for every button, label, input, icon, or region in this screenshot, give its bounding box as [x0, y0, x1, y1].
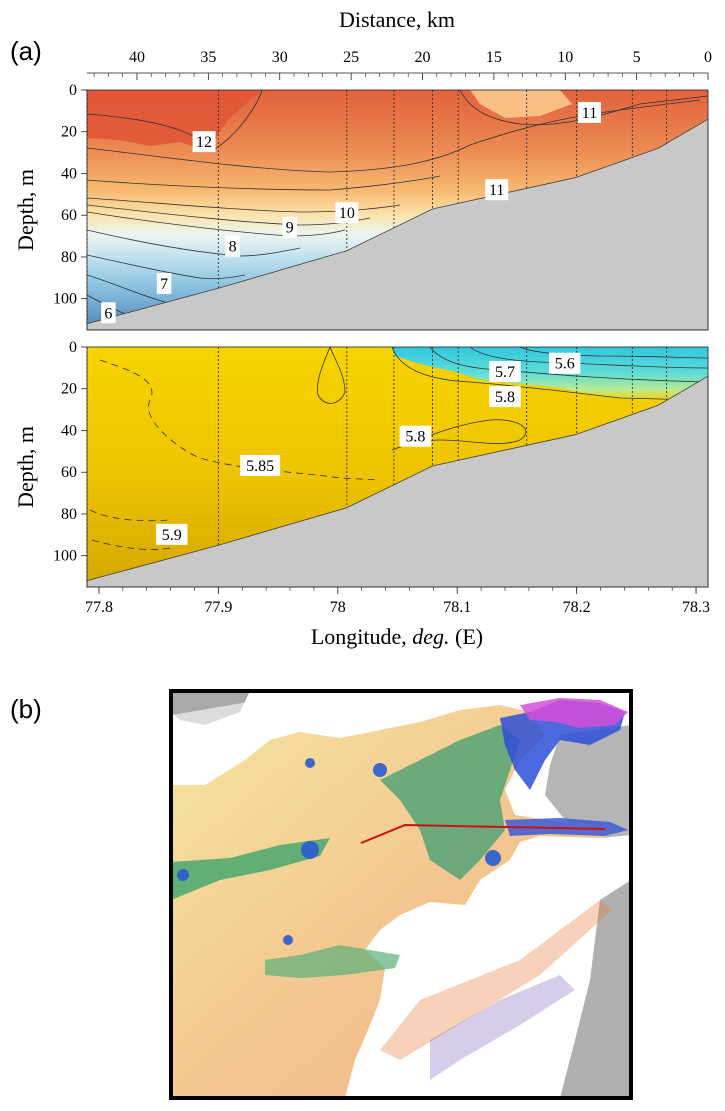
- distance-tick-label: 25: [343, 49, 359, 66]
- distance-tick-label: 5: [633, 49, 641, 66]
- temperature-contour-line: [87, 254, 246, 280]
- contour-label-box: [156, 523, 188, 545]
- contour-label-box: [578, 101, 602, 123]
- top-plot-frame: [86, 89, 709, 331]
- contour-label-box: [240, 454, 281, 476]
- contour-label-box: [548, 352, 581, 374]
- depth-tick-label: 40: [61, 165, 77, 182]
- panel-a-label: (a): [10, 36, 42, 66]
- contour-label: 9: [286, 220, 294, 237]
- contour-label-box: [399, 425, 432, 447]
- contour-label-box: [225, 235, 240, 257]
- depth-tick-label: 40: [61, 422, 77, 439]
- depth-ticks-bottom: 0 20 40 60 80 100: [53, 339, 87, 565]
- longitude-tick-label: 78.1: [443, 599, 471, 616]
- panel-b-label: (b): [10, 694, 42, 724]
- contour-label: 6: [104, 305, 112, 322]
- contour-label-box: [101, 302, 116, 324]
- salinity-section: 5.6 5.7 5.8 5.8 5.85 5.9: [86, 346, 709, 588]
- contour-label-box: [156, 273, 172, 295]
- depth-tick-label: 0: [69, 339, 77, 356]
- depth-tick-label: 60: [61, 207, 77, 224]
- longitude-ticks: 77.8 77.9 78 78.1 78.2 78.3: [85, 587, 710, 616]
- contour-label: 5.8: [495, 389, 515, 406]
- transect-line: [360, 823, 606, 844]
- contour-label: 5.7: [495, 364, 515, 381]
- contour-label: 8: [229, 239, 237, 256]
- longitude-tick-label: 78.2: [563, 599, 591, 616]
- depth-tick-label: 60: [61, 464, 77, 481]
- depth-tick-label: 0: [69, 82, 77, 99]
- salinity-contour-line: [391, 347, 701, 401]
- temperature-contour-labels: 12 11 11 10 9 8 7 6: [101, 101, 602, 324]
- temperature-contour-line: [87, 229, 301, 257]
- depth-tick-label: 100: [53, 548, 77, 565]
- station-lines-top: [86, 90, 668, 324]
- depth-tick-label: 20: [61, 124, 77, 141]
- temperature-contour-line: [87, 197, 401, 213]
- contour-label-box: [489, 386, 521, 408]
- longitude-tick-label: 78.3: [682, 599, 710, 616]
- distance-tick-label: 20: [414, 49, 430, 66]
- depth-tick-label: 100: [53, 291, 77, 308]
- contour-label: 11: [582, 105, 597, 122]
- contour-label: 5.6: [555, 356, 575, 373]
- temperature-contour-line: [87, 211, 346, 237]
- depth-tick-label: 80: [61, 249, 77, 266]
- contour-label-box: [335, 202, 359, 224]
- salinity-contour-line: [99, 359, 381, 481]
- satellite-frame: [169, 689, 633, 1100]
- distance-ticks: 40 35 30 25 20 15 10 5 0: [93, 49, 712, 80]
- longitude-tick-label: 78: [330, 599, 346, 616]
- bottom-plot-frame: [86, 346, 709, 588]
- longitude-tick-label: 77.8: [85, 599, 113, 616]
- depth-axis-title-bottom: Depth, m: [13, 426, 38, 508]
- contour-label-box: [282, 216, 297, 238]
- depth-axis-title-top: Depth, m: [13, 169, 38, 251]
- salinity-contour-line: [89, 509, 171, 522]
- warm-core-patch: [87, 90, 262, 152]
- depth-tick-label: 80: [61, 506, 77, 523]
- near-shore-cool-patch: [470, 90, 572, 118]
- satellite-image: [169, 689, 633, 1100]
- distance-tick-label: 30: [272, 49, 288, 66]
- distance-tick-label: 10: [557, 49, 573, 66]
- salinity-contour-line: [91, 539, 171, 550]
- temperature-contours: [87, 90, 708, 317]
- longitude-tick-label: 77.9: [204, 599, 232, 616]
- longitude-axis-title: Longitude, deg. (E): [311, 624, 483, 649]
- depth-tick-label: 20: [61, 381, 77, 398]
- temperature-contour-line: [87, 175, 441, 191]
- distance-tick-label: 35: [200, 49, 216, 66]
- temperature-contour-line: [87, 274, 166, 303]
- distance-axis-title: Distance, km: [339, 7, 455, 32]
- fresh-water-plume: [392, 347, 708, 404]
- salinity-contour-line: [317, 347, 346, 404]
- temperature-section: 12 11 11 10 9 8 7 6: [86, 89, 709, 331]
- distance-tick-label: 0: [704, 49, 712, 66]
- contour-label: 5.8: [405, 429, 425, 446]
- temperature-contour-line: [459, 90, 708, 126]
- contour-label: 5.85: [246, 458, 274, 475]
- contour-label: 10: [339, 205, 355, 222]
- contour-label-box: [489, 361, 521, 383]
- salinity-contours: [89, 347, 708, 550]
- contour-label: 12: [196, 134, 212, 151]
- depth-ticks-top: 0 20 40 60 80 100: [53, 82, 87, 308]
- distance-tick-label: 40: [129, 49, 145, 66]
- contour-label: 5.9: [162, 527, 182, 544]
- salinity-contour-line: [429, 347, 708, 383]
- contour-label: 7: [160, 276, 168, 293]
- temperature-contour-line: [87, 99, 701, 173]
- salinity-contour-labels: 5.6 5.7 5.8 5.8 5.85 5.9: [156, 352, 581, 545]
- contour-label-box: [192, 131, 216, 153]
- contour-label: 11: [489, 182, 504, 199]
- distance-tick-label: 15: [486, 49, 502, 66]
- salinity-contour-line: [519, 347, 708, 359]
- contour-label-box: [485, 179, 509, 201]
